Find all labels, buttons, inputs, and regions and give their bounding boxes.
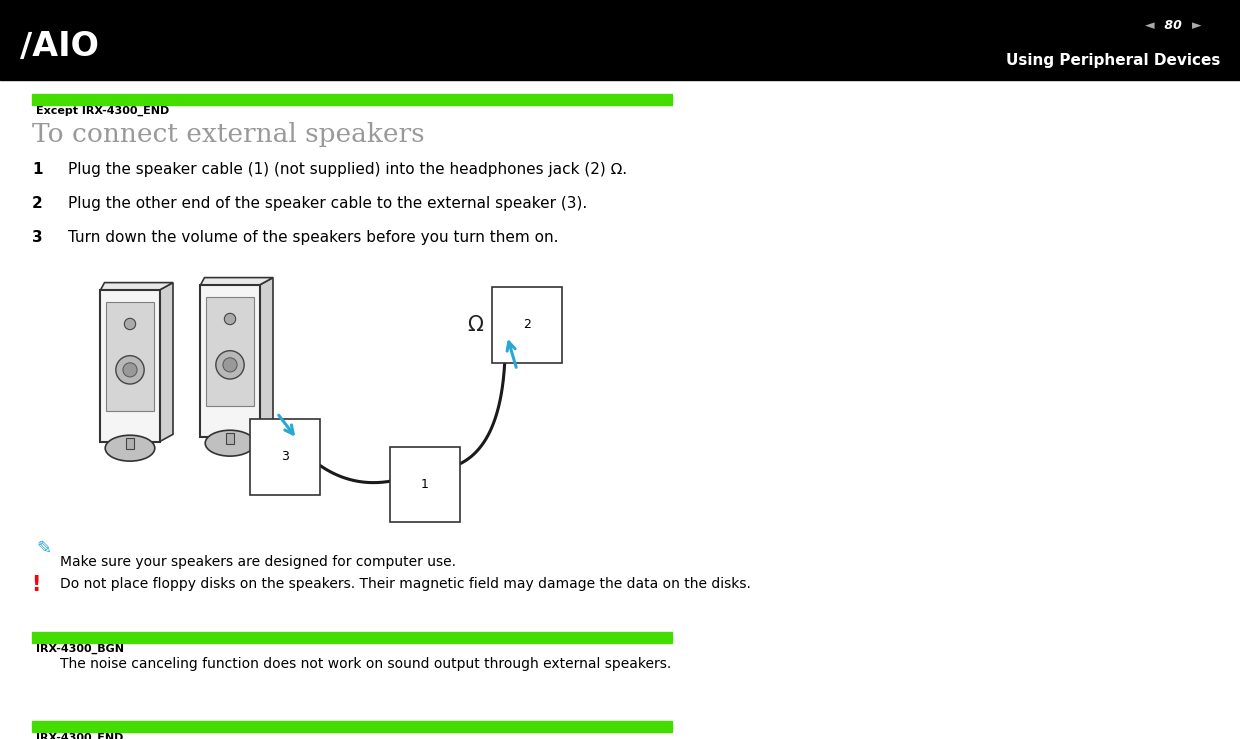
Circle shape [500, 320, 510, 330]
Polygon shape [100, 282, 174, 290]
Text: 2: 2 [32, 196, 42, 211]
Text: Ω: Ω [467, 315, 482, 335]
Text: IRX-4300_BGN: IRX-4300_BGN [36, 644, 124, 654]
Text: 2: 2 [523, 319, 531, 332]
Bar [32, 94, 672, 105]
Bar [206, 297, 254, 406]
Text: Except IRX-4300_END: Except IRX-4300_END [36, 106, 169, 116]
Text: 80: 80 [1159, 19, 1187, 32]
Text: ◄: ◄ [1145, 19, 1154, 32]
Text: 3: 3 [32, 230, 42, 245]
Polygon shape [259, 278, 273, 437]
Text: 1: 1 [32, 162, 42, 177]
Bar [0, 0, 1240, 80]
Text: Plug the other end of the speaker cable to the external speaker (3).: Plug the other end of the speaker cable … [68, 196, 588, 211]
Polygon shape [201, 278, 273, 285]
Text: The noise canceling function does not work on sound output through external spea: The noise canceling function does not wo… [60, 657, 671, 671]
Text: Using Peripheral Devices: Using Peripheral Devices [1006, 53, 1220, 68]
Circle shape [124, 319, 135, 330]
Text: 1: 1 [422, 478, 429, 491]
Text: To connect external speakers: To connect external speakers [32, 122, 424, 147]
Circle shape [223, 358, 237, 372]
Text: ✎: ✎ [36, 540, 51, 558]
Bar [226, 433, 234, 444]
Text: ►: ► [1192, 19, 1202, 32]
Bar [32, 721, 672, 732]
Text: Turn down the volume of the speakers before you turn them on.: Turn down the volume of the speakers bef… [68, 230, 558, 245]
Bar [125, 438, 134, 449]
Circle shape [216, 351, 244, 379]
Circle shape [123, 363, 138, 377]
Bar [32, 632, 672, 643]
Text: 3: 3 [281, 451, 289, 463]
Circle shape [494, 313, 517, 337]
Text: IRX-4300_END: IRX-4300_END [36, 733, 123, 739]
Circle shape [115, 355, 144, 384]
Text: Do not place floppy disks on the speakers. Their magnetic field may damage the d: Do not place floppy disks on the speaker… [60, 577, 751, 591]
Text: Make sure your speakers are designed for computer use.: Make sure your speakers are designed for… [60, 555, 456, 569]
Polygon shape [160, 282, 174, 442]
Ellipse shape [205, 430, 254, 456]
Bar [107, 302, 154, 412]
Text: !: ! [31, 575, 41, 595]
Circle shape [224, 313, 236, 324]
Ellipse shape [105, 435, 155, 461]
Bar [201, 285, 259, 437]
Text: ∕AIO: ∕AIO [20, 30, 99, 63]
Bar [100, 290, 160, 442]
Text: Plug the speaker cable (1) (not supplied) into the headphones jack (2) Ω.: Plug the speaker cable (1) (not supplied… [68, 162, 627, 177]
